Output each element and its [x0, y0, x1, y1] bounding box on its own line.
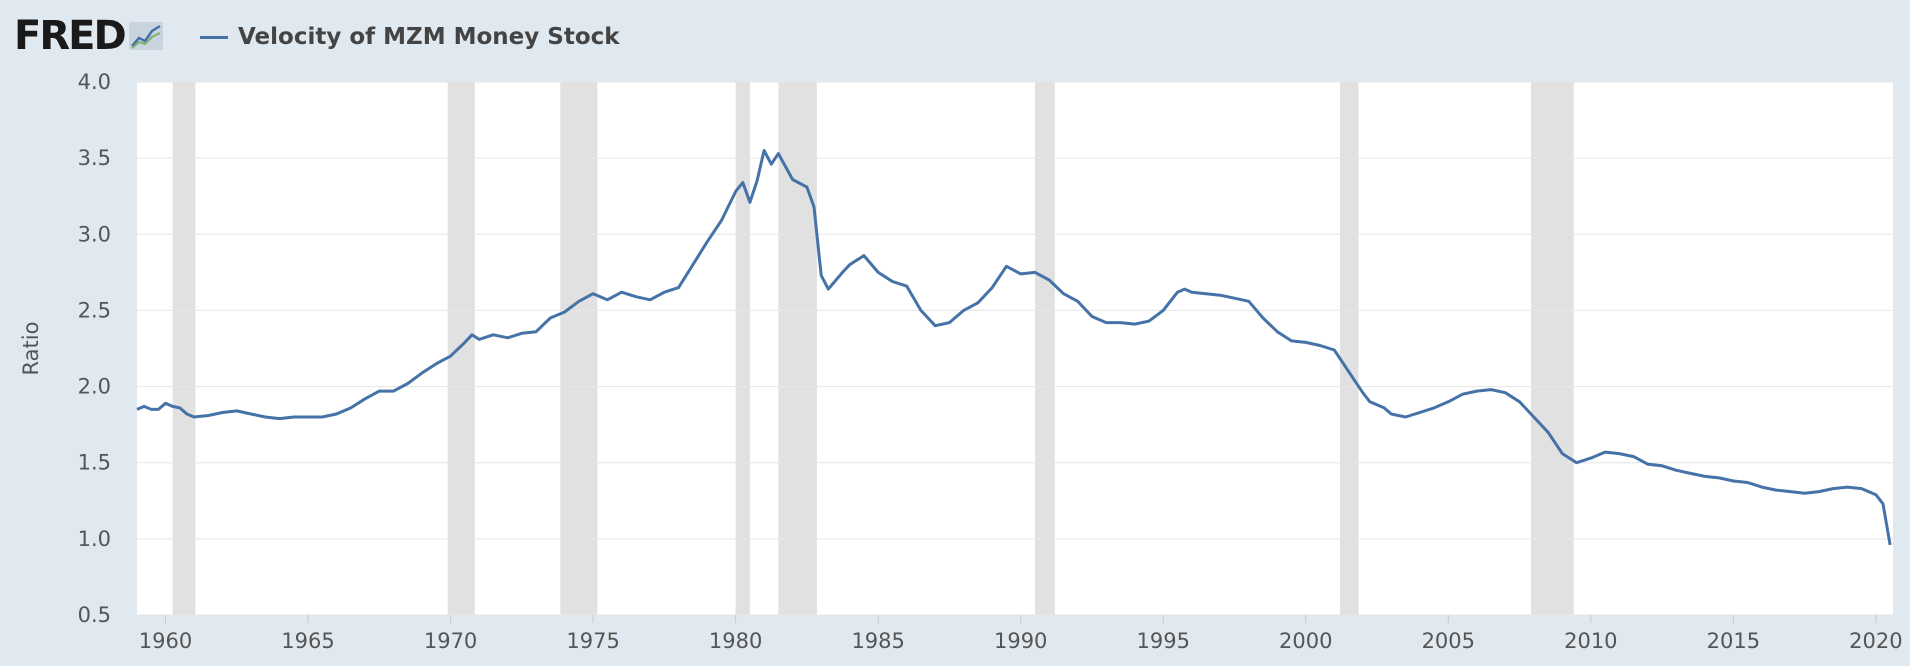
gridlines	[137, 81, 1893, 616]
x-tick-label: 1970	[424, 629, 477, 653]
x-tick-label: 2020	[1849, 629, 1902, 653]
x-tick-label: 2010	[1564, 629, 1617, 653]
x-tick-label: 1985	[851, 629, 904, 653]
x-tick-label: 2015	[1707, 629, 1760, 653]
y-tick-label: 4.0	[78, 70, 111, 94]
recession-band-7	[1530, 82, 1574, 615]
x-tick-label: 2005	[1422, 629, 1475, 653]
legend-label: Velocity of MZM Money Stock	[238, 24, 620, 50]
series-line[interactable]	[136, 149, 1892, 546]
y-tick-label: 0.5	[78, 603, 111, 627]
recession-band-1	[447, 82, 475, 615]
recession-band-2	[560, 82, 598, 615]
recession-bands	[172, 82, 1574, 615]
x-tick-label: 1965	[281, 629, 334, 653]
y-tick-label: 2.5	[78, 298, 111, 322]
x-tick-labels: 1960 1965 1970 1975 1980 1985 1990 1995 2000 2005…	[139, 629, 1903, 653]
x-tick-marks	[165, 615, 1877, 623]
plot-area	[137, 82, 1893, 615]
legend-swatch	[200, 35, 228, 39]
x-tick-label: 1980	[709, 629, 762, 653]
recession-band-5	[1034, 82, 1055, 615]
x-tick-label: 2000	[1279, 629, 1332, 653]
legend: Velocity of MZM Money Stock	[200, 22, 620, 52]
fred-logo-text: FRED	[14, 13, 127, 59]
fred-logo[interactable]: FRED	[14, 14, 163, 58]
x-tick-label: 1975	[566, 629, 619, 653]
y-tick-label: 2.0	[78, 375, 111, 399]
y-tick-label: 1.5	[78, 451, 111, 475]
line-chart-icon	[128, 22, 163, 50]
x-tick-label: 1990	[994, 629, 1047, 653]
recession-band-6	[1339, 82, 1359, 615]
y-tick-label: 3.5	[78, 146, 111, 170]
y-axis-title: Ratio	[19, 322, 43, 376]
recession-band-0	[172, 82, 196, 615]
y-tick-labels: 0.5 1.0 1.5 2.0 2.5 3.0 3.5 4.0	[78, 70, 111, 627]
y-tick-label: 1.0	[78, 527, 111, 551]
recession-band-3	[735, 82, 750, 615]
chart-header: FRED Velocity of MZM Money Stock	[0, 0, 1910, 72]
x-tick-label: 1995	[1137, 629, 1190, 653]
x-tick-label: 1960	[139, 629, 192, 653]
y-tick-label: 3.0	[78, 222, 111, 246]
recession-band-4	[778, 82, 817, 615]
